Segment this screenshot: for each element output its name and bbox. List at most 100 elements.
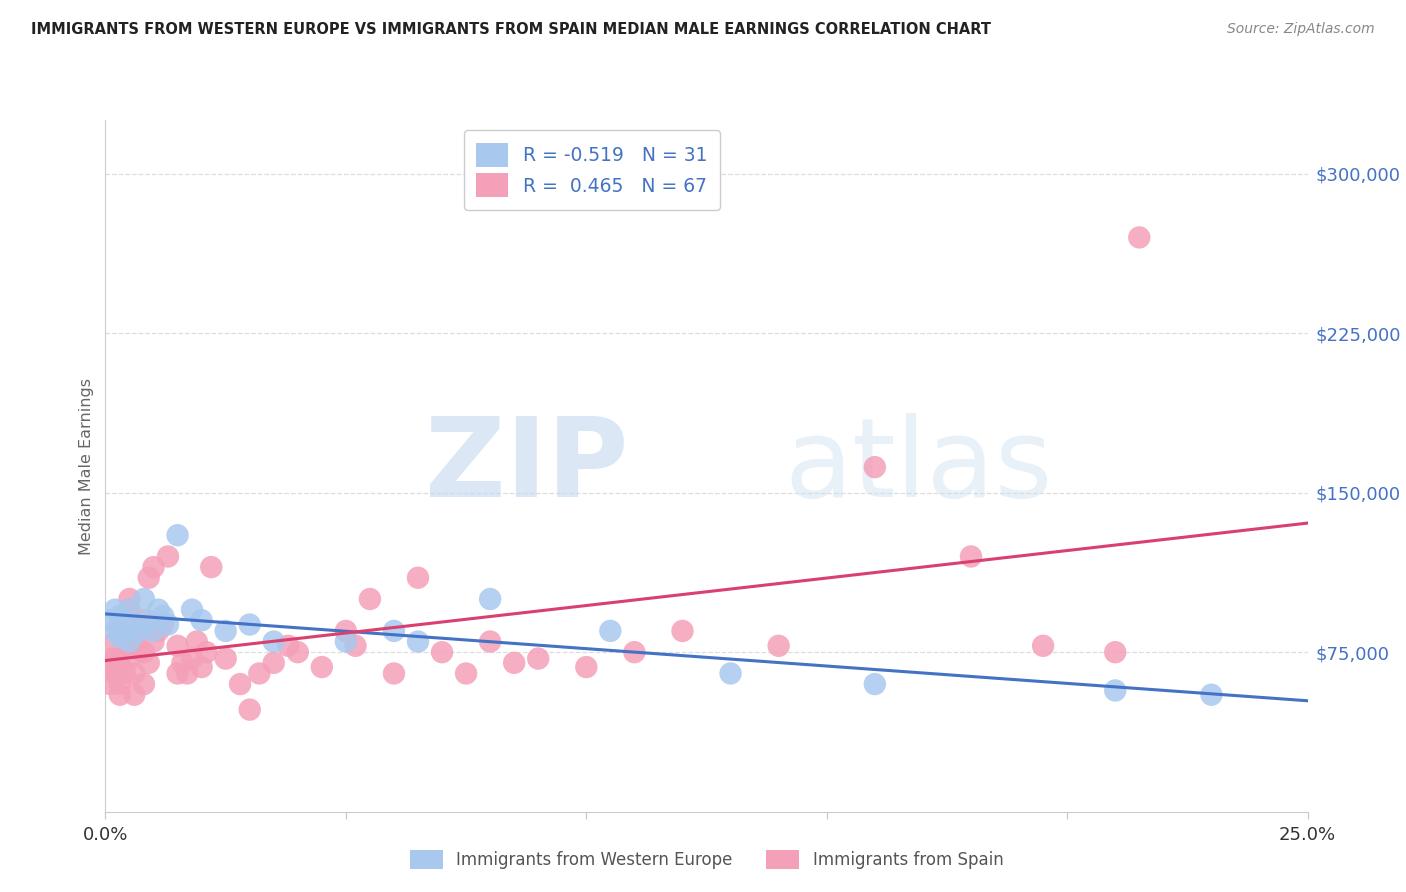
Point (98, 677, 121, 691)
Point (118, 634, 141, 648)
Text: Source: ZipAtlas.com: Source: ZipAtlas.com (1227, 22, 1375, 37)
Point (114, 639, 136, 653)
Point (124, 617, 146, 632)
Point (142, 624, 165, 638)
Point (118, 602, 141, 616)
Point (108, 677, 131, 691)
Point (148, 624, 170, 638)
Point (176, 666, 198, 681)
Point (152, 609, 174, 624)
Point (960, 549, 983, 564)
Point (527, 651, 550, 665)
Point (172, 656, 194, 670)
Point (166, 528, 188, 542)
Point (190, 660, 212, 674)
Point (142, 560, 165, 574)
Point (98, 651, 121, 665)
Point (114, 617, 136, 632)
Point (166, 666, 188, 681)
Point (344, 639, 367, 653)
Text: atlas: atlas (785, 413, 1053, 519)
Point (335, 634, 357, 648)
Point (200, 560, 222, 574)
Point (138, 613, 160, 627)
Point (1201, 688, 1223, 702)
Point (430, 645, 453, 659)
Text: IMMIGRANTS FROM WESTERN EUROPE VS IMMIGRANTS FROM SPAIN MEDIAN MALE EARNINGS COR: IMMIGRANTS FROM WESTERN EUROPE VS IMMIGR… (31, 22, 991, 37)
Point (118, 592, 141, 607)
Point (108, 688, 131, 702)
Point (229, 677, 252, 691)
Point (335, 624, 357, 638)
Point (152, 617, 174, 632)
Point (166, 639, 188, 653)
Point (503, 656, 526, 670)
Point (720, 666, 742, 681)
Point (98, 613, 121, 627)
Point (195, 645, 218, 659)
Point (104, 602, 127, 616)
Point (239, 617, 262, 632)
Point (156, 549, 179, 564)
Point (1104, 683, 1126, 698)
Point (132, 645, 155, 659)
Point (148, 602, 170, 616)
Point (214, 624, 236, 638)
Point (181, 651, 204, 665)
Point (118, 651, 141, 665)
Point (104, 634, 127, 648)
Point (382, 666, 405, 681)
Point (623, 645, 645, 659)
Point (1104, 645, 1126, 659)
Point (128, 624, 150, 638)
Point (406, 571, 429, 585)
Point (132, 592, 155, 607)
Point (138, 571, 160, 585)
Point (108, 630, 131, 644)
Point (263, 634, 285, 648)
Point (104, 651, 127, 665)
Point (104, 666, 127, 681)
Point (108, 624, 131, 638)
Point (132, 613, 155, 627)
Point (128, 624, 150, 638)
Point (239, 703, 262, 717)
Point (138, 656, 160, 670)
Point (181, 602, 204, 616)
Point (671, 624, 693, 638)
Point (863, 460, 886, 475)
Point (277, 639, 299, 653)
Point (142, 634, 165, 648)
Point (186, 634, 208, 648)
Point (124, 666, 146, 681)
Point (863, 677, 886, 691)
Point (359, 592, 381, 607)
Point (214, 651, 236, 665)
Point (114, 630, 136, 644)
Point (190, 613, 212, 627)
Point (263, 656, 285, 670)
Text: ZIP: ZIP (425, 413, 628, 519)
Point (287, 645, 309, 659)
Point (118, 602, 141, 616)
Point (98, 660, 121, 674)
Point (108, 609, 131, 624)
Point (1128, 230, 1150, 244)
Point (1032, 639, 1054, 653)
Point (247, 666, 270, 681)
Point (454, 666, 477, 681)
Point (382, 624, 405, 638)
Point (114, 666, 136, 681)
Legend: Immigrants from Western Europe, Immigrants from Spain: Immigrants from Western Europe, Immigran… (404, 844, 1010, 876)
Point (575, 660, 598, 674)
Point (406, 634, 429, 648)
Y-axis label: Median Male Earnings: Median Male Earnings (79, 377, 94, 555)
Point (128, 643, 150, 657)
Point (599, 624, 621, 638)
Point (311, 660, 333, 674)
Point (768, 639, 790, 653)
Point (479, 592, 502, 607)
Point (124, 634, 146, 648)
Point (124, 688, 146, 702)
Point (108, 656, 131, 670)
